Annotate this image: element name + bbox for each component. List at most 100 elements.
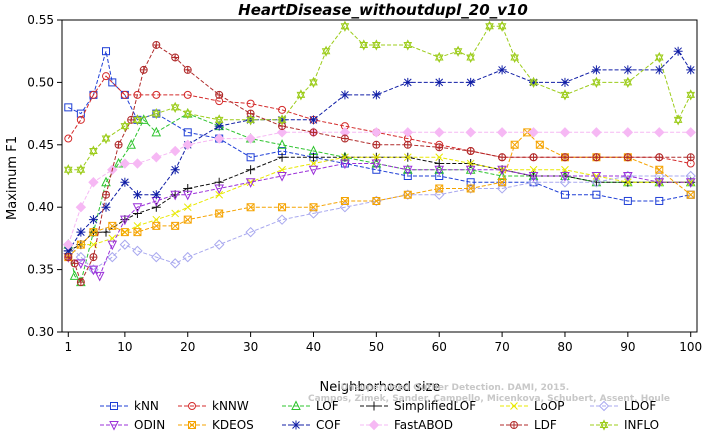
y-tick-label: 0.30 [27, 325, 54, 339]
legend-item-simplifiedlof: SimplifiedLOF [360, 399, 476, 413]
legend-swatch-marker [291, 400, 301, 410]
data-point-knn [592, 190, 601, 199]
data-point-ldof [434, 189, 445, 200]
legend-item-odin: ODIN [100, 418, 165, 432]
data-point-ldof [245, 226, 256, 238]
data-point-cof [132, 190, 142, 200]
data-point-inflo [466, 51, 475, 64]
data-point-cof [308, 115, 318, 125]
data-point-loop [686, 178, 695, 187]
data-point-ldf [655, 153, 664, 162]
data-point-cof [654, 65, 664, 75]
data-point-loop [403, 153, 412, 162]
data-point-fastabod [622, 127, 634, 138]
series-ldf [64, 40, 695, 287]
data-point-kdeos [535, 140, 544, 149]
legend-label: COF [316, 418, 341, 432]
data-point-loop [623, 178, 632, 187]
data-point-kdeos [655, 165, 664, 174]
data-point-ldof [107, 251, 118, 263]
data-point-odin [120, 215, 130, 226]
data-point-ldf [152, 40, 161, 49]
data-point-odin [76, 259, 86, 269]
legend-swatch-marker [110, 402, 118, 410]
legend-label: INFLO [624, 418, 659, 432]
data-point-fastabod [371, 127, 382, 138]
data-point-ldf [529, 153, 538, 162]
data-point-fastabod [685, 127, 696, 138]
data-point-kdeos [278, 203, 287, 212]
data-point-inflo [340, 20, 350, 32]
legend-label: kNN [134, 399, 159, 413]
data-point-cof [686, 65, 696, 75]
data-point-loop [171, 209, 180, 218]
x-tick-label: 30 [243, 340, 258, 354]
legend-label: LDF [534, 418, 557, 432]
data-point-knnw [76, 115, 85, 124]
legend-label: kNNW [212, 399, 249, 413]
data-point-ldf [215, 90, 224, 99]
x-tick-label: 90 [620, 340, 635, 354]
data-point-fastabod [151, 152, 162, 163]
x-tick-label: 60 [432, 340, 447, 354]
data-point-lof [277, 139, 287, 149]
legend-swatch-marker [188, 402, 196, 410]
data-point-knnw [183, 90, 192, 99]
data-point-simplifiedlof [277, 152, 287, 162]
data-point-lof [151, 126, 162, 137]
legend-swatch-marker [368, 419, 380, 431]
data-point-inflo [277, 114, 287, 126]
data-point-kdeos [466, 184, 475, 193]
data-point-inflo [309, 76, 318, 89]
data-point-cof [214, 121, 224, 131]
legend-swatch-marker [510, 402, 518, 410]
series-knnw [64, 72, 695, 168]
data-point-ldf [89, 253, 98, 262]
data-point-odin [132, 203, 143, 213]
data-point-kdeos [372, 196, 381, 205]
data-point-inflo [133, 114, 142, 126]
data-point-knnw [246, 99, 255, 108]
data-point-ldf [183, 65, 192, 74]
axes: 1 10 20 30 40 50 60 70 80 90 100 0.30 0.35 0.40 0.45 0.… [27, 13, 702, 354]
legend-item-ldof: LDOF [590, 399, 656, 413]
data-point-inflo [120, 120, 130, 132]
data-point-ldof [496, 183, 508, 194]
data-point-simplifiedlof [308, 152, 318, 162]
data-point-inflo [372, 39, 381, 51]
legend-item-cof: COF [282, 418, 341, 432]
data-point-kdeos [435, 184, 444, 193]
data-point-inflo [623, 76, 633, 89]
x-tick-label: 50 [369, 340, 384, 354]
data-point-fastabod [245, 133, 256, 144]
data-point-ldf [686, 153, 695, 162]
data-point-knn [403, 172, 412, 180]
series-line-cof [67, 50, 692, 252]
data-point-inflo [453, 45, 463, 57]
legend: kNN kNNW LOF SimplifiedLOF LoOP LDOF ODIN KDEOS… [100, 399, 659, 432]
data-point-lof [126, 139, 136, 149]
data-point-knnw [120, 90, 129, 99]
data-point-knnw [133, 90, 142, 99]
x-tick-label: 40 [306, 340, 321, 354]
y-axis-label: Maximum F1 [5, 136, 20, 220]
data-point-odin [685, 178, 696, 188]
data-point-ldf [560, 153, 569, 162]
data-point-loop [246, 178, 255, 187]
data-point-odin [94, 271, 105, 282]
data-point-inflo [529, 76, 538, 89]
data-point-cof [151, 190, 161, 200]
data-point-ldf [139, 65, 148, 74]
data-point-ldof [559, 177, 571, 188]
data-point-cof [560, 77, 570, 87]
data-point-cof [101, 202, 111, 212]
data-point-ldof [213, 239, 225, 250]
data-point-simplifiedlof [151, 202, 161, 212]
data-point-ldf [340, 134, 349, 143]
data-point-fastabod [75, 201, 87, 213]
data-point-inflo [246, 114, 255, 126]
data-point-odin [182, 190, 193, 201]
data-point-inflo [183, 107, 193, 120]
legend-item-lof: LOF [282, 399, 339, 413]
